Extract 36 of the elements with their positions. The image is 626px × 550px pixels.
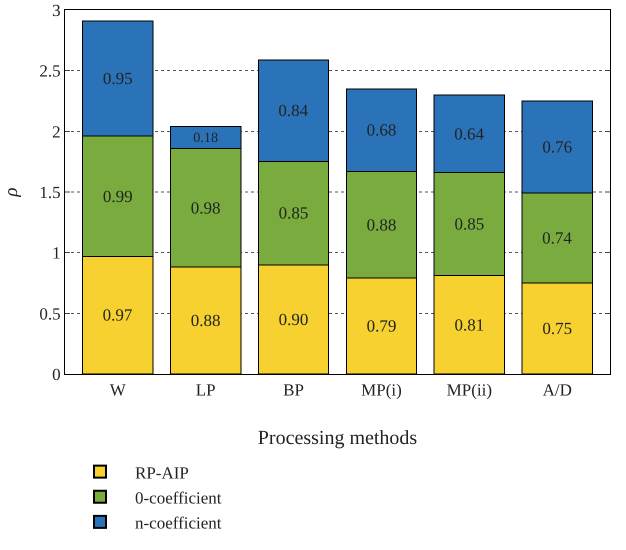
data-label: 0.97 <box>102 306 133 325</box>
data-label: 0.99 <box>102 186 133 206</box>
data-label: 0.84 <box>278 101 309 120</box>
x-tick-label: MP(ii) <box>446 380 492 400</box>
y-tick-label: 2 <box>52 122 61 142</box>
legend-label: 0-coefficient <box>135 488 222 508</box>
data-label: 0.88 <box>366 215 396 234</box>
data-label: 0.76 <box>542 138 572 157</box>
y-tick-label: 1.5 <box>39 182 61 202</box>
data-label: 0.88 <box>190 311 221 330</box>
data-label: 0.81 <box>454 315 484 334</box>
legend-label: RP-AIP <box>135 463 189 482</box>
x-tick-label: BP <box>283 380 304 400</box>
legend-label: n-coefficient <box>135 513 222 532</box>
y-tick-label: 3 <box>52 0 61 20</box>
data-label: 0.74 <box>542 228 572 248</box>
x-tick-label: LP <box>196 380 216 400</box>
data-label: 0.68 <box>366 120 396 140</box>
y-axis-title: ρ <box>1 187 22 198</box>
x-tick-label: A/D <box>542 380 572 400</box>
data-label: 0.75 <box>542 319 572 338</box>
data-label: 0.90 <box>278 310 308 329</box>
x-axis-title: Processing methods <box>258 427 418 449</box>
data-label: 0.95 <box>102 69 133 88</box>
data-label: 0.85 <box>454 214 484 234</box>
y-tick-label: 2.5 <box>39 62 61 81</box>
data-label: 0.64 <box>454 124 484 144</box>
y-tick-label: 0 <box>52 364 61 384</box>
data-label: 0.18 <box>193 130 218 146</box>
x-tick-label: W <box>110 380 127 400</box>
data-label: 0.98 <box>190 198 221 218</box>
y-tick-label: 0.5 <box>39 304 61 324</box>
x-tick-label: MP(i) <box>361 380 402 400</box>
data-label: 0.79 <box>366 316 396 336</box>
data-label: 0.85 <box>278 204 308 223</box>
y-tick-label: 1 <box>52 244 61 263</box>
